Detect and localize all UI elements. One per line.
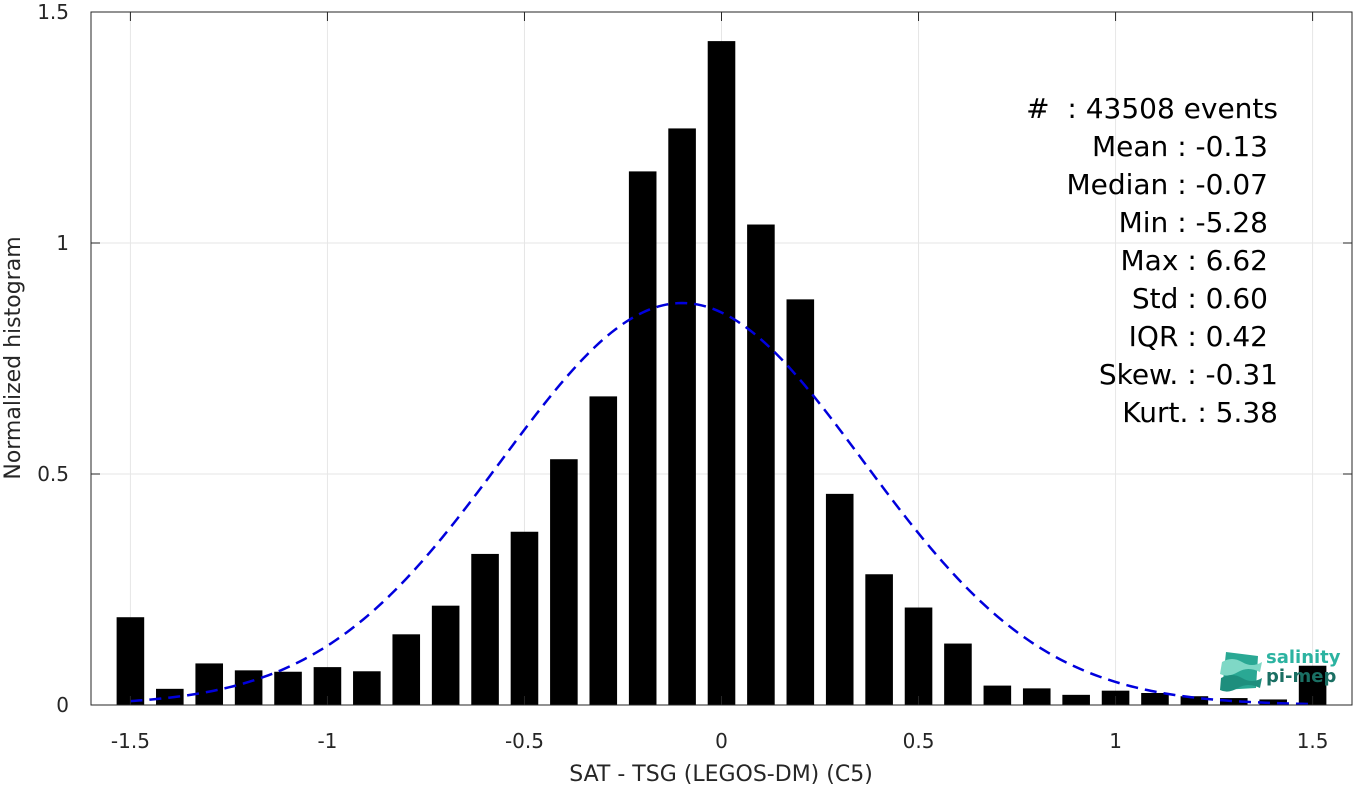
x-tick-label: 0	[715, 729, 728, 753]
x-tick-label: 0.5	[903, 729, 935, 753]
histogram-bar	[195, 663, 224, 705]
y-tick-label: 0.5	[37, 462, 69, 486]
logo-line-2: pi-mep	[1266, 666, 1337, 687]
stat-label: IQR	[1128, 320, 1188, 353]
stat-separator: :	[1177, 168, 1196, 201]
gaussian-fit-curve	[130, 301, 1313, 706]
stat-label: Kurt.	[1122, 396, 1198, 429]
x-tick-label: -1.5	[111, 729, 150, 753]
histogram-bar	[1180, 696, 1209, 705]
y-tick-labels: 0 0.5 1 1.5	[37, 0, 69, 717]
histogram-bar	[786, 299, 815, 705]
stat-separator: :	[1187, 244, 1206, 277]
histogram-bar	[1219, 698, 1248, 705]
stat-value: -0.13	[1195, 130, 1268, 163]
x-axis-label: SAT - TSG (LEGOS-DM) (C5)	[569, 762, 873, 785]
stat-row: Max : 6.62	[960, 242, 1268, 280]
statistics-box: # : 43508 events Mean : -0.13 Median : -0.…	[960, 90, 1290, 432]
stat-separator: :	[1177, 130, 1196, 163]
logo-line-1: salinity	[1266, 647, 1341, 668]
stat-label: Mean	[1092, 130, 1178, 163]
stat-row: Min : -5.28	[960, 204, 1268, 242]
stat-separator: :	[1177, 206, 1196, 239]
histogram-bar	[865, 574, 893, 705]
stat-value: 0.60	[1205, 282, 1268, 315]
histogram-bar	[904, 607, 933, 705]
axis-ticks	[91, 11, 1352, 706]
y-tick-label: 1.5	[37, 0, 69, 24]
histogram-bar	[707, 41, 736, 705]
histogram-bar	[983, 685, 1012, 705]
histogram-bar	[1141, 692, 1169, 705]
stat-label: Median	[1066, 168, 1178, 201]
histogram-bar	[274, 671, 302, 705]
stat-value: 0.42	[1205, 320, 1268, 353]
y-tick-label: 0	[56, 693, 69, 717]
logo-text: salinity pi-mep	[1266, 648, 1341, 686]
stat-separator: :	[1067, 92, 1086, 125]
waves-logo-icon	[1220, 652, 1262, 692]
histogram-bar	[471, 553, 499, 705]
histogram-bar	[1062, 694, 1090, 705]
histogram-bar	[628, 171, 657, 705]
histogram-bar	[668, 128, 696, 705]
stat-value: -0.07	[1195, 168, 1268, 201]
y-tick-label: 1	[56, 231, 69, 255]
stat-label: #	[1026, 92, 1068, 125]
histogram-bar	[431, 605, 460, 705]
stat-separator: :	[1187, 358, 1206, 391]
stat-value: 5.38	[1215, 396, 1278, 429]
stat-row: Std : 0.60	[960, 280, 1268, 318]
stat-row: Kurt. : 5.38	[960, 394, 1278, 432]
histogram-bars	[116, 41, 1327, 705]
stat-label: Max	[1120, 244, 1188, 277]
stat-label: Min	[1118, 206, 1178, 239]
stat-label: Std	[1131, 282, 1188, 315]
stat-row: Skew. : -0.31	[960, 356, 1278, 394]
salinity-pimep-logo: salinity pi-mep	[1218, 648, 1348, 694]
histogram-bar	[589, 396, 618, 705]
histogram-bar	[234, 670, 263, 705]
stat-separator: :	[1187, 320, 1206, 353]
stat-value: -0.31	[1205, 358, 1278, 391]
histogram-bar	[353, 671, 381, 705]
stat-value: 6.62	[1205, 244, 1268, 277]
y-axis-label: Normalized histogram	[1, 236, 26, 479]
histogram-bar	[116, 617, 145, 705]
histogram-bar	[550, 459, 578, 705]
x-tick-label: -1	[317, 729, 337, 753]
stat-row: # : 43508 events	[960, 90, 1278, 128]
x-tick-label: 1	[1109, 729, 1122, 753]
x-tick-labels: -1.5 -1 -0.5 0 0.5 1 1.5	[111, 729, 1329, 753]
stat-label: Skew.	[1098, 358, 1188, 391]
histogram-bar	[1022, 688, 1051, 705]
histogram-bar	[510, 531, 539, 705]
histogram-bar	[392, 634, 421, 705]
stat-separator: :	[1187, 282, 1206, 315]
histogram-bar	[747, 224, 775, 705]
stat-row: Median : -0.07	[960, 166, 1268, 204]
x-tick-label: -0.5	[505, 729, 544, 753]
x-tick-label: 1.5	[1297, 729, 1329, 753]
stat-value: -5.28	[1195, 206, 1268, 239]
stat-value: 43508 events	[1085, 92, 1278, 125]
histogram-bar	[1259, 699, 1287, 705]
histogram-bar	[825, 493, 854, 705]
histogram-bar	[944, 643, 972, 705]
stat-row: Mean : -0.13	[960, 128, 1268, 166]
stat-row: IQR : 0.42	[960, 318, 1268, 356]
stat-separator: :	[1197, 396, 1216, 429]
